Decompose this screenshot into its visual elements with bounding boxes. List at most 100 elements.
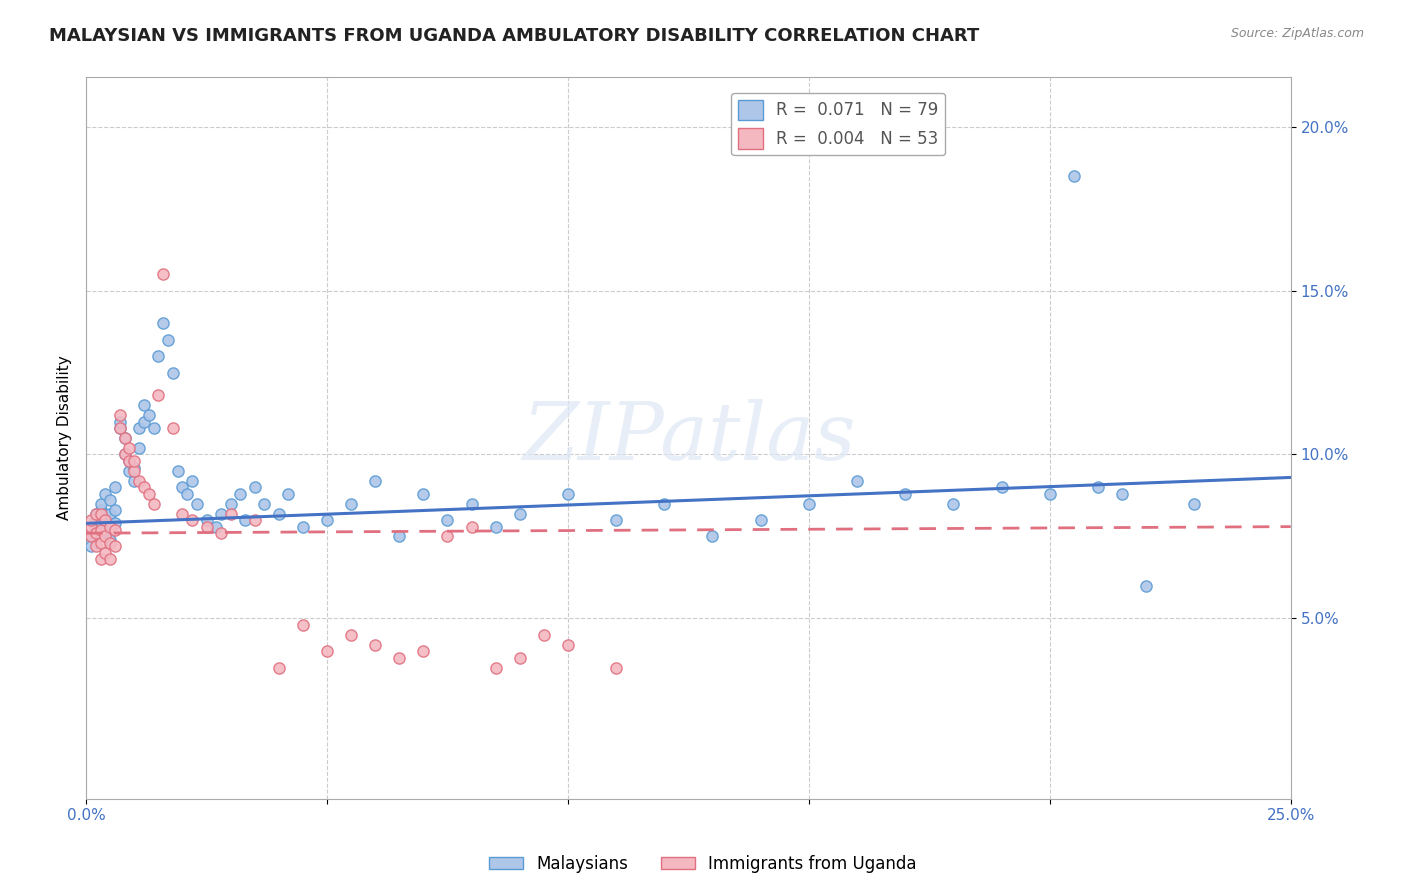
Point: [84, 526, 107, 541]
Point: [460, 519, 482, 533]
Point: [1063, 169, 1085, 183]
Point: [509, 507, 531, 521]
Point: [152, 267, 174, 281]
Point: [94, 513, 117, 527]
Point: [1039, 487, 1062, 501]
Point: [80, 513, 103, 527]
Point: [132, 415, 155, 429]
Point: [749, 513, 772, 527]
Point: [702, 529, 724, 543]
Point: [108, 421, 131, 435]
Point: [84, 507, 107, 521]
Point: [340, 628, 363, 642]
Point: [291, 618, 314, 632]
Point: [605, 660, 627, 674]
Y-axis label: Ambulatory Disability: Ambulatory Disability: [58, 356, 72, 520]
Point: [209, 526, 232, 541]
Point: [243, 480, 266, 494]
Point: [89, 526, 111, 541]
Point: [122, 464, 145, 478]
Point: [316, 513, 339, 527]
Point: [98, 519, 121, 533]
Point: [118, 464, 141, 478]
Point: [1182, 497, 1205, 511]
Point: [253, 497, 276, 511]
Point: [172, 480, 194, 494]
Point: [894, 487, 917, 501]
Point: [114, 431, 136, 445]
Point: [277, 487, 299, 501]
Point: [797, 497, 820, 511]
Point: [142, 497, 165, 511]
Point: [98, 519, 121, 533]
Text: ZIPatlas: ZIPatlas: [522, 400, 855, 477]
Point: [89, 552, 111, 566]
Point: [122, 454, 145, 468]
Point: [1135, 579, 1157, 593]
Point: [229, 487, 252, 501]
Point: [533, 628, 555, 642]
Point: [89, 536, 111, 550]
Point: [94, 546, 117, 560]
Point: [195, 513, 218, 527]
Point: [89, 516, 111, 531]
Point: [162, 366, 184, 380]
Point: [243, 513, 266, 527]
Point: [94, 507, 117, 521]
Point: [80, 529, 103, 543]
Point: [80, 519, 103, 533]
Point: [138, 487, 160, 501]
Point: [114, 448, 136, 462]
Point: [80, 539, 103, 553]
Point: [108, 421, 131, 435]
Point: [98, 507, 121, 521]
Point: [485, 660, 508, 674]
Point: [114, 448, 136, 462]
Point: [118, 454, 141, 468]
Point: [98, 493, 121, 508]
Point: [104, 523, 127, 537]
Point: [94, 513, 117, 527]
Point: [89, 497, 111, 511]
Point: [84, 539, 107, 553]
Point: [1111, 487, 1133, 501]
Point: [94, 529, 117, 543]
Point: [205, 519, 228, 533]
Text: Source: ZipAtlas.com: Source: ZipAtlas.com: [1230, 27, 1364, 40]
Point: [84, 507, 107, 521]
Point: [104, 516, 127, 531]
Point: [388, 529, 411, 543]
Point: [316, 644, 339, 658]
Point: [122, 474, 145, 488]
Point: [132, 398, 155, 412]
Point: [84, 513, 107, 527]
Point: [652, 497, 675, 511]
Point: [364, 474, 387, 488]
Text: MALAYSIAN VS IMMIGRANTS FROM UGANDA AMBULATORY DISABILITY CORRELATION CHART: MALAYSIAN VS IMMIGRANTS FROM UGANDA AMBU…: [49, 27, 980, 45]
Point: [94, 487, 117, 501]
Point: [148, 349, 170, 363]
Point: [118, 441, 141, 455]
Point: [846, 474, 869, 488]
Point: [148, 388, 170, 402]
Point: [108, 415, 131, 429]
Point: [142, 421, 165, 435]
Point: [128, 421, 150, 435]
Point: [509, 650, 531, 665]
Point: [557, 638, 579, 652]
Point: [118, 454, 141, 468]
Point: [89, 507, 111, 521]
Point: [152, 316, 174, 330]
Point: [128, 474, 150, 488]
Point: [98, 552, 121, 566]
Point: [156, 333, 179, 347]
Point: [412, 644, 434, 658]
Point: [98, 536, 121, 550]
Point: [436, 529, 458, 543]
Point: [132, 480, 155, 494]
Point: [128, 441, 150, 455]
Point: [181, 474, 204, 488]
Point: [340, 497, 363, 511]
Point: [114, 431, 136, 445]
Point: [436, 513, 458, 527]
